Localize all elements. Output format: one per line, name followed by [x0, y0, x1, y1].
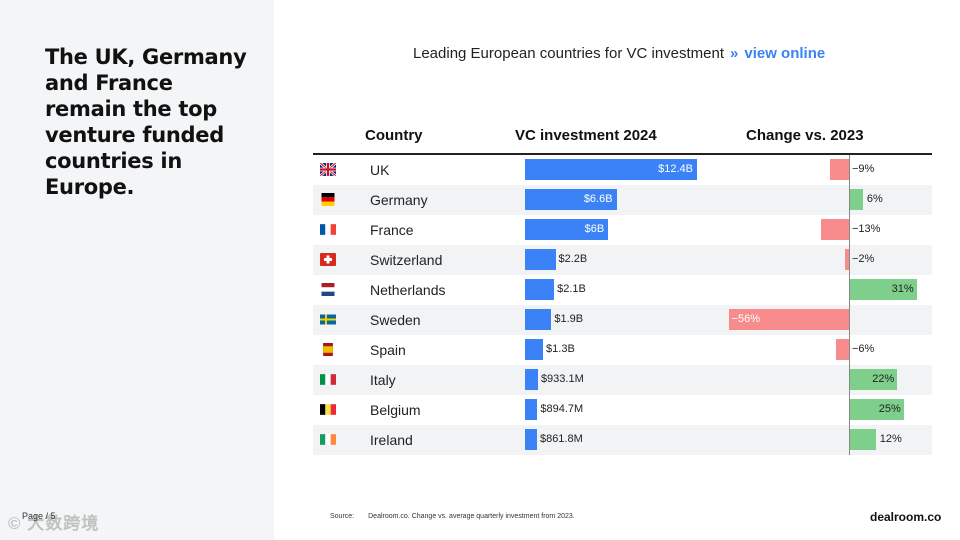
change-label: 12%: [879, 433, 902, 445]
column-header-country: Country: [365, 127, 423, 144]
change-zero-axis: [849, 155, 850, 455]
table-row: UK $12.4B −9%: [313, 155, 932, 185]
investment-label: $6B: [584, 223, 605, 235]
investment-bar: [525, 339, 544, 360]
country-name: Spain: [370, 342, 406, 358]
change-bar: [844, 249, 849, 270]
chart-title: Leading European countries for VC invest…: [413, 45, 825, 62]
table-row: Ireland $861.8M 12%: [313, 425, 932, 455]
slide-headline: The UK, Germany and France remain the to…: [45, 45, 247, 199]
change-bar: [850, 279, 917, 300]
header-rule: [313, 153, 932, 155]
change-label: 22%: [872, 373, 895, 385]
investment-bar: [525, 309, 552, 330]
investment-bar: [525, 189, 617, 210]
belgium-flag-icon: [320, 403, 336, 416]
change-label: −56%: [731, 313, 761, 325]
investment-label: $2.1B: [557, 283, 586, 295]
country-name: France: [370, 222, 414, 238]
change-label: −13%: [852, 223, 881, 235]
source-text: Dealroom.co. Change vs. average quarterl…: [368, 513, 575, 520]
table-row: Spain $1.3B −6%: [313, 335, 932, 365]
country-name: Italy: [370, 372, 396, 388]
investment-label: $12.4B: [658, 163, 693, 175]
left-panel: The UK, Germany and France remain the to…: [0, 0, 274, 540]
column-header-change: Change vs. 2023: [746, 127, 864, 144]
investment-label: $861.8M: [539, 433, 583, 445]
change-bar: [829, 159, 849, 180]
uk-flag-icon: [320, 163, 336, 176]
investment-label: $2.2B: [558, 253, 588, 265]
dealroom-logo: dealroom.co: [870, 510, 942, 524]
change-bar: [821, 219, 849, 240]
france-flag-icon: [320, 223, 336, 236]
change-label: 25%: [878, 403, 901, 415]
sweden-flag-icon: [320, 313, 336, 326]
source-label: Source:: [330, 513, 355, 520]
change-bar: [850, 369, 898, 390]
change-bar: [850, 429, 876, 450]
page-number: Page / 5: [22, 511, 56, 521]
table-row: Germany $6.6B 6%: [313, 185, 932, 215]
change-bar: [836, 339, 849, 360]
country-name: Belgium: [370, 402, 421, 418]
change-bar: [850, 399, 904, 420]
country-name: Germany: [370, 192, 428, 208]
change-label: 6%: [866, 193, 883, 205]
country-name: Sweden: [370, 312, 421, 328]
view-online-link[interactable]: view online: [744, 45, 826, 62]
germany-flag-icon: [320, 193, 336, 206]
country-name: Netherlands: [370, 282, 446, 298]
investment-label: $1.9B: [554, 313, 584, 325]
table-row: Switzerland $2.2B −2%: [313, 245, 932, 275]
investment-label: $894.7M: [540, 403, 584, 415]
table-row: Belgium $894.7M 25%: [313, 395, 932, 425]
ireland-flag-icon: [320, 433, 336, 446]
chevron-right-icon: »: [730, 45, 739, 62]
country-name: Switzerland: [370, 252, 443, 268]
spain-flag-icon: [320, 343, 336, 356]
change-label: −6%: [852, 343, 875, 355]
table-row: France $6B −13%: [313, 215, 932, 245]
country-name: UK: [370, 162, 390, 178]
investment-bar: [525, 399, 538, 420]
netherlands-flag-icon: [320, 283, 336, 296]
column-header-investment: VC investment 2024: [515, 127, 657, 144]
investment-label: $933.1M: [540, 373, 584, 385]
table-row: Italy $933.1M 22%: [313, 365, 932, 395]
investment-bar: [525, 219, 609, 240]
investment-bar: [525, 429, 537, 450]
change-label: −9%: [852, 163, 875, 175]
change-bar: [850, 189, 863, 210]
investment-label: $1.3B: [546, 343, 575, 355]
investment-bar: [525, 159, 697, 180]
change-label: 31%: [891, 283, 914, 295]
investment-bar: [525, 369, 538, 390]
investment-bar: [525, 249, 556, 270]
change-label: −2%: [852, 253, 875, 265]
country-name: Ireland: [370, 432, 413, 448]
table-row: Sweden $1.9B −56%: [313, 305, 932, 335]
chart-title-text: Leading European countries for VC invest…: [413, 45, 725, 62]
investment-bar: [525, 279, 555, 300]
switzerland-flag-icon: [320, 253, 336, 266]
italy-flag-icon: [320, 373, 336, 386]
source-note: Source: Dealroom.co. Change vs. average q…: [330, 513, 575, 520]
change-bar: [728, 309, 849, 330]
watermark: © 大数跨境: [8, 514, 100, 533]
table-row: Netherlands $2.1B 31%: [313, 275, 932, 305]
investment-label: $6.6B: [583, 193, 613, 205]
